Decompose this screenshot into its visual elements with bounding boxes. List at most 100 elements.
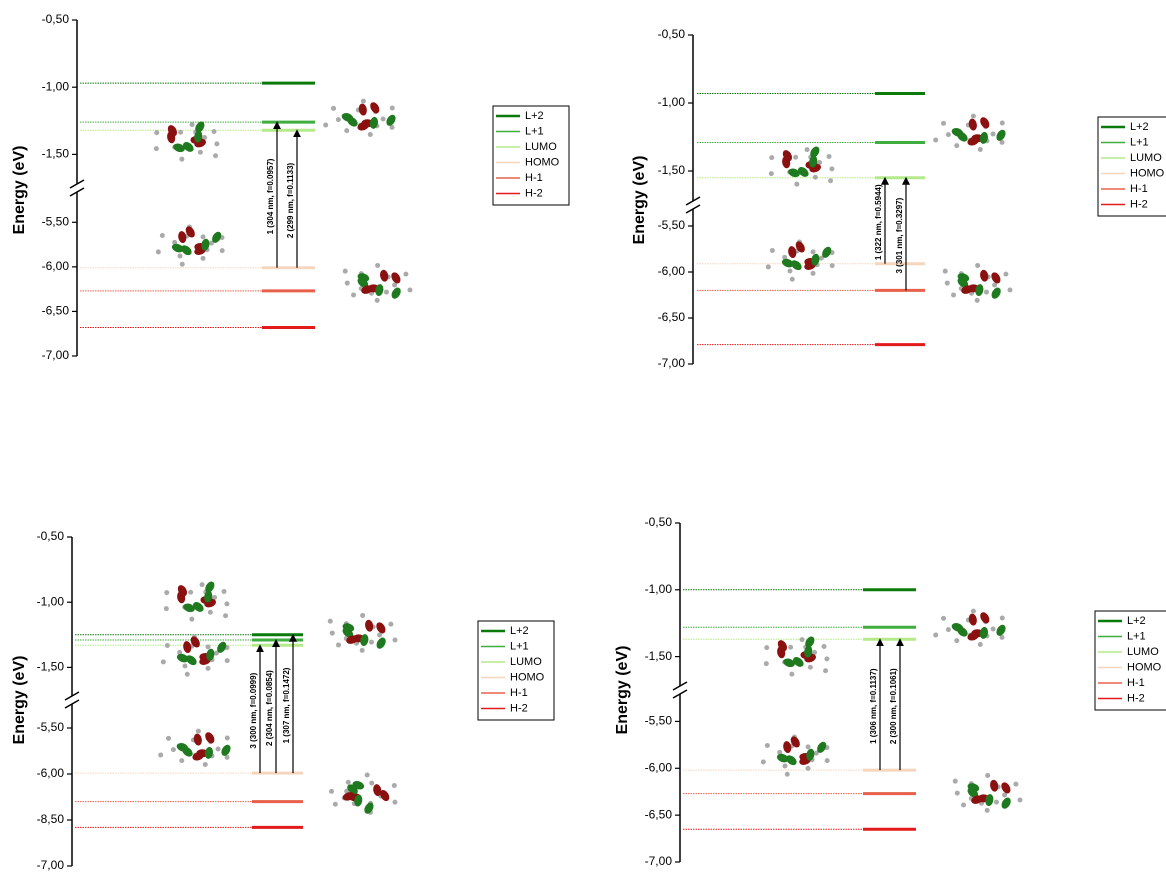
atom (343, 269, 348, 274)
atom (196, 729, 201, 734)
atom (955, 791, 960, 796)
orbital-plot (953, 773, 1023, 813)
atom (790, 277, 795, 282)
atom (813, 175, 818, 180)
legend-label: H-2 (1130, 198, 1148, 210)
atom (369, 781, 374, 786)
atom (1003, 272, 1008, 277)
legend-label: H-2 (525, 187, 543, 199)
lobe (362, 801, 375, 815)
transition-label: 1 (306 nm, f=0.1137) (869, 668, 878, 744)
orbital-plot (158, 729, 232, 767)
atom (336, 643, 341, 648)
y-tick-label: -1,50 (658, 163, 686, 177)
atom (392, 638, 397, 643)
atom (336, 117, 341, 122)
atom (788, 645, 793, 650)
y-axis-label: Energy (eV) (11, 146, 28, 235)
atom (164, 590, 169, 595)
lobe (220, 743, 233, 757)
legend-label: LUMO (510, 656, 542, 668)
atom (961, 803, 966, 808)
atom (933, 138, 938, 143)
transition-label: 1 (307 nm, f=0.1472) (282, 667, 291, 743)
transition-label: 3 (300 nm, f=0.0999) (249, 672, 258, 748)
figure: -0,50 -1,00 -1,50 -5,50 -6,00 -6,50 -7,00 Energ… (0, 0, 1166, 874)
atom (761, 759, 766, 764)
lobe (995, 623, 1008, 637)
legend-label: LUMO (1127, 646, 1159, 658)
atom (178, 130, 183, 135)
lobe (374, 621, 387, 635)
atom (177, 253, 182, 258)
atom (166, 736, 171, 741)
y-tick-label: -6,00 (658, 264, 686, 278)
y-tick-label: -0,50 (658, 27, 686, 41)
atom (180, 262, 185, 267)
y-tick-label: -1,50 (645, 649, 673, 663)
atom (323, 123, 328, 128)
atom (189, 617, 194, 622)
orbital-plot (164, 580, 230, 622)
atom (333, 802, 338, 807)
lobe (979, 269, 989, 282)
atom (225, 735, 230, 740)
lobe (978, 116, 991, 130)
atom (365, 773, 370, 778)
orbital-plot (154, 120, 220, 162)
legend-label: L+2 (510, 625, 529, 637)
lobe (978, 611, 991, 625)
y-tick-label: -7,00 (645, 854, 673, 868)
transition-label: 2 (300 nm, f=0.1061) (889, 668, 898, 744)
y-tick-label: -6,50 (658, 310, 686, 324)
orbital-plot (933, 609, 1007, 647)
atom (156, 249, 161, 254)
atom (806, 744, 811, 749)
y-tick-label: -6,50 (42, 304, 70, 318)
atom (375, 263, 380, 268)
atom (933, 633, 938, 638)
y-axis-label: Energy (eV) (614, 646, 631, 735)
lobe (782, 740, 792, 753)
atom (158, 753, 163, 758)
legend-label: H-1 (525, 172, 543, 184)
atom (971, 114, 976, 119)
atom (789, 672, 794, 677)
atom (806, 766, 811, 771)
atom (971, 609, 976, 614)
orbital-plot (323, 99, 397, 137)
y-tick-label: -1,50 (37, 660, 65, 674)
orbital-plot (329, 773, 397, 816)
atom (390, 105, 395, 110)
atom (764, 645, 769, 650)
y-tick-label: -6,50 (645, 807, 673, 821)
atom (1017, 798, 1022, 803)
atom (346, 780, 351, 785)
y-tick-label: -6,00 (37, 766, 65, 780)
atom (800, 637, 805, 642)
transition-label: 2 (304 nm, f=0.0854) (265, 670, 274, 746)
atom (368, 132, 373, 137)
atom (822, 644, 827, 649)
atom (182, 663, 187, 668)
atom (179, 758, 184, 763)
y-tick-label: -5,50 (37, 720, 65, 734)
atom (200, 582, 205, 587)
atom (330, 631, 335, 636)
atom (154, 146, 159, 151)
atom (369, 640, 374, 645)
y-tick-label: -6,00 (645, 760, 673, 774)
atom (329, 789, 334, 794)
legend-label: HOMO (1127, 661, 1162, 673)
lobe (375, 636, 388, 650)
legend-label: H-1 (1130, 183, 1148, 195)
atom (941, 121, 946, 126)
atom (381, 116, 386, 121)
atom (827, 154, 832, 159)
y-tick-label: -1,00 (645, 582, 673, 596)
y-tick-label: -0,50 (42, 12, 70, 26)
legend-label: H-2 (510, 702, 528, 714)
atom (943, 269, 948, 274)
y-axis-label: Energy (eV) (631, 156, 648, 245)
atom (407, 288, 412, 293)
